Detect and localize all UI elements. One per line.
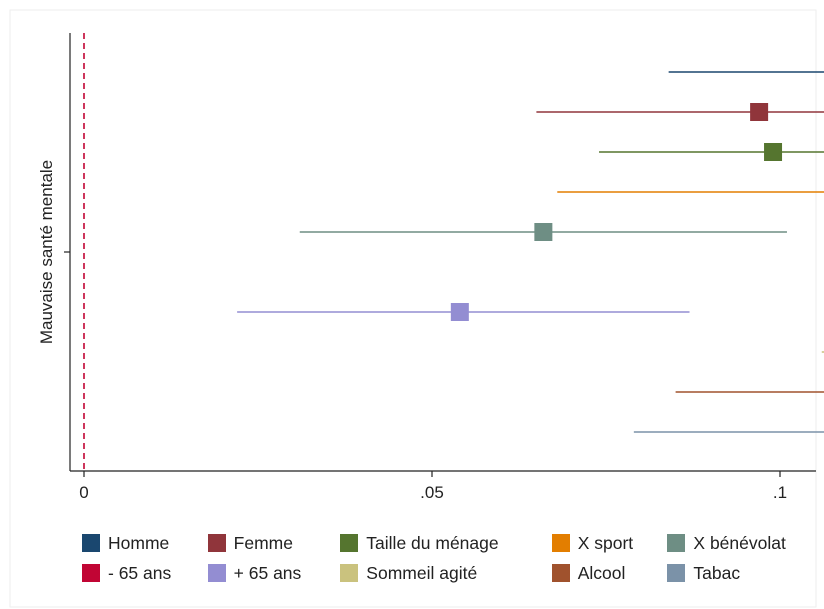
legend-item: + 65 ans [207,562,341,584]
legend-swatch [551,564,570,582]
legend-item: Tabac [667,563,822,584]
legend-label: Tabac [693,562,741,583]
legend-label: X sport [577,532,634,553]
legend-swatch [82,564,100,582]
legend-swatch [207,564,226,582]
x-tick-label: 0 [79,483,88,502]
legend-item: X sport [551,532,668,554]
legend-item: Taille du ménage [340,533,551,554]
legend-swatch [551,534,570,552]
legend-label: Homme [108,532,170,553]
legend-label: Alcool [577,562,626,583]
point-estimate-marker [534,223,553,241]
legend-swatch [340,534,359,552]
legend-swatch [667,534,686,552]
legend: Homme Femme Taille du ménage X sport X bénév… [82,528,822,588]
legend-item: X bénévolat [667,533,822,554]
legend-label: X bénévolat [693,532,786,553]
legend-swatch [207,534,226,552]
legend-row: - 65 ans + 65 ans Sommeil agité Alcool Tabac [82,558,822,588]
y-axis-label: Mauvaise santé mentale [37,160,56,344]
plot-area: 0.05.1.15.2 [64,33,824,502]
legend-label: - 65 ans [108,562,172,583]
legend-item: - 65 ans [82,563,208,584]
point-estimate-marker [764,143,783,161]
legend-row: Homme Femme Taille du ménage X sport X bénév… [82,528,822,558]
legend-item: Alcool [551,562,668,584]
legend-label: + 65 ans [233,562,302,583]
legend-swatch [340,564,359,582]
chart-frame [9,9,817,608]
legend-label: Sommeil agité [366,562,478,583]
point-estimate-marker [750,103,769,121]
legend-label: Taille du ménage [366,532,499,553]
legend-item: Homme [82,533,208,554]
point-estimate-marker [450,303,469,321]
legend-swatch [667,564,686,582]
legend-swatch [82,534,100,552]
legend-item: Sommeil agité [340,563,551,584]
legend-label: Femme [233,532,293,553]
x-tick-label: .05 [420,483,444,502]
legend-item: Femme [207,532,341,554]
x-tick-label: .1 [773,483,787,502]
